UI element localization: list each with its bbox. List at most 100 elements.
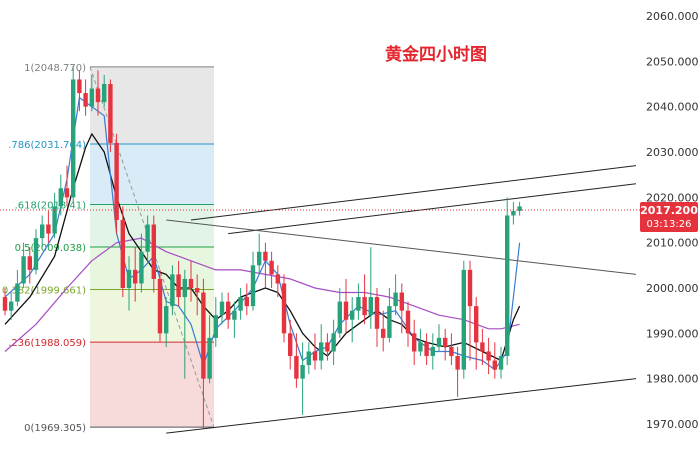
candles <box>2 65 522 429</box>
candle-body <box>126 269 132 288</box>
candle-body <box>405 310 411 334</box>
candle <box>77 70 82 112</box>
candle-body <box>71 79 76 198</box>
candle <box>281 274 287 343</box>
candle <box>9 292 14 320</box>
candle <box>399 283 404 334</box>
candle <box>436 324 442 352</box>
candle-body <box>89 88 94 107</box>
candle <box>343 278 349 334</box>
candle-body <box>337 301 342 334</box>
candle <box>213 297 218 347</box>
chart-title: 黄金四小时图 <box>385 44 487 65</box>
candle <box>418 328 423 356</box>
candle <box>325 333 330 361</box>
candle-body <box>77 79 82 94</box>
candle-body <box>226 301 231 320</box>
fib-label-0.382: 0.382(1999.661) <box>2 286 86 297</box>
candle <box>517 201 522 216</box>
candle-body <box>15 283 20 302</box>
candle-body <box>2 297 8 311</box>
candle <box>15 269 20 307</box>
candle-body <box>176 274 181 298</box>
candle-body <box>430 346 435 356</box>
fib-label-0.236: .236(1988.059) <box>8 338 86 349</box>
candle <box>58 174 63 216</box>
candle-body <box>263 251 268 261</box>
fibonacci-retracement: 1(2048.770) .786(2031.764) .618(2018.41) 0.… <box>2 63 215 434</box>
candle-body <box>368 297 373 316</box>
price-tick-label: 2030.000 <box>646 146 699 159</box>
candle-body <box>27 256 32 270</box>
candle <box>424 333 429 366</box>
candle <box>350 297 355 343</box>
candle <box>362 274 367 325</box>
candle-body <box>449 346 454 356</box>
candle-body <box>238 297 243 311</box>
trendline-upper-channel-2 <box>228 183 637 235</box>
price-tick-label: 2050.000 <box>646 55 699 68</box>
candle <box>244 283 249 316</box>
candle-body <box>250 265 256 307</box>
candle <box>133 247 138 302</box>
candle-body <box>21 256 26 284</box>
candle <box>387 288 392 343</box>
candle-body <box>120 220 125 288</box>
candle <box>412 319 417 366</box>
candle <box>467 260 473 361</box>
fib-label-1: 1(2048.770) <box>24 63 86 74</box>
price-tick-label: 1970.000 <box>646 418 699 431</box>
candle <box>511 201 516 225</box>
candle-body <box>232 310 237 320</box>
candle <box>257 233 262 275</box>
candle <box>480 328 485 366</box>
candle-body <box>288 333 293 356</box>
candle <box>52 192 57 239</box>
candle <box>430 333 435 370</box>
candle-body <box>517 206 522 211</box>
candle <box>381 310 386 352</box>
candle-body <box>306 351 311 366</box>
candle <box>505 197 510 366</box>
candle <box>337 288 342 338</box>
candle-body <box>381 328 386 338</box>
candle <box>27 247 32 284</box>
price-tick-label: 2000.000 <box>646 282 699 295</box>
candle <box>238 288 243 320</box>
candle-body <box>102 84 107 103</box>
candle-body <box>108 84 113 143</box>
candle-body <box>474 306 479 343</box>
candle-body <box>424 342 429 356</box>
candle-body <box>461 269 466 370</box>
candle-body <box>393 292 398 307</box>
fib-label-0.786: .786(2031.764) <box>8 140 86 151</box>
candle-body <box>356 297 361 311</box>
candle <box>201 278 206 429</box>
candle <box>405 301 411 347</box>
fib-label-0: 0(1969.305) <box>24 423 86 434</box>
candle-body <box>9 301 14 311</box>
price-axis: 2060.000 2050.000 2040.000 2030.000 2020.000… <box>646 10 699 431</box>
candle-body <box>343 301 349 320</box>
price-tick-label: 2060.000 <box>646 10 699 23</box>
ma-mid-line <box>4 133 521 362</box>
candle <box>188 260 194 302</box>
candle <box>368 247 373 329</box>
candle <box>102 74 107 107</box>
price-tick-label: 1980.000 <box>646 373 699 386</box>
candle-body <box>114 142 119 220</box>
candle <box>89 74 94 112</box>
candle <box>356 283 361 320</box>
candle-body <box>275 274 280 284</box>
price-tick-label: 2040.000 <box>646 101 699 114</box>
candle-body <box>294 356 299 379</box>
candle-body <box>486 351 491 361</box>
candle <box>288 319 293 370</box>
candle <box>331 319 336 366</box>
candle-body <box>95 88 101 103</box>
candle <box>207 315 212 384</box>
candle-body <box>58 188 63 207</box>
candle <box>312 333 318 370</box>
candle-body <box>480 342 485 352</box>
